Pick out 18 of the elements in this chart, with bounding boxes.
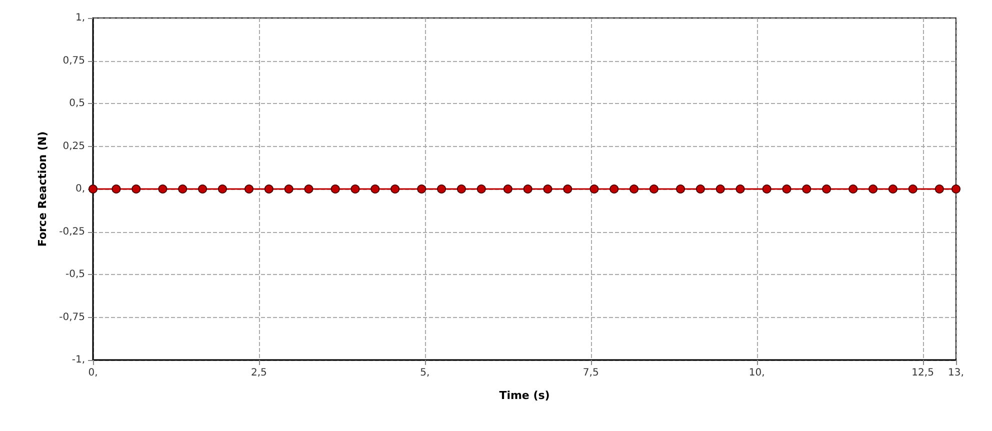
x-tick-label: 10, bbox=[748, 368, 765, 378]
y-tick-label: 0,25 bbox=[62, 140, 85, 152]
y-tick-label: 0,75 bbox=[62, 55, 85, 66]
y-tick-label: -0,25 bbox=[59, 226, 85, 238]
x-tick-label: 2,5 bbox=[251, 368, 267, 378]
x-tick-label: 5, bbox=[420, 368, 430, 378]
x-tick-label: 13, bbox=[948, 368, 964, 378]
x-tick-label: 12,5 bbox=[912, 368, 934, 378]
y-axis-title: Force Reaction (N) bbox=[36, 131, 50, 247]
y-tick-label: -0,5 bbox=[65, 269, 85, 280]
y-tick-label: -1, bbox=[72, 354, 85, 366]
x-axis-title: Time (s) bbox=[499, 389, 550, 402]
y-tick-label: -0,75 bbox=[59, 312, 85, 323]
x-tick-label: 0, bbox=[88, 368, 98, 378]
y-tick-label: 0, bbox=[75, 184, 85, 194]
y-tick-label: 1, bbox=[75, 12, 85, 24]
x-tick-label: 7,5 bbox=[582, 368, 599, 378]
y-tick-label: 0,5 bbox=[69, 98, 85, 109]
